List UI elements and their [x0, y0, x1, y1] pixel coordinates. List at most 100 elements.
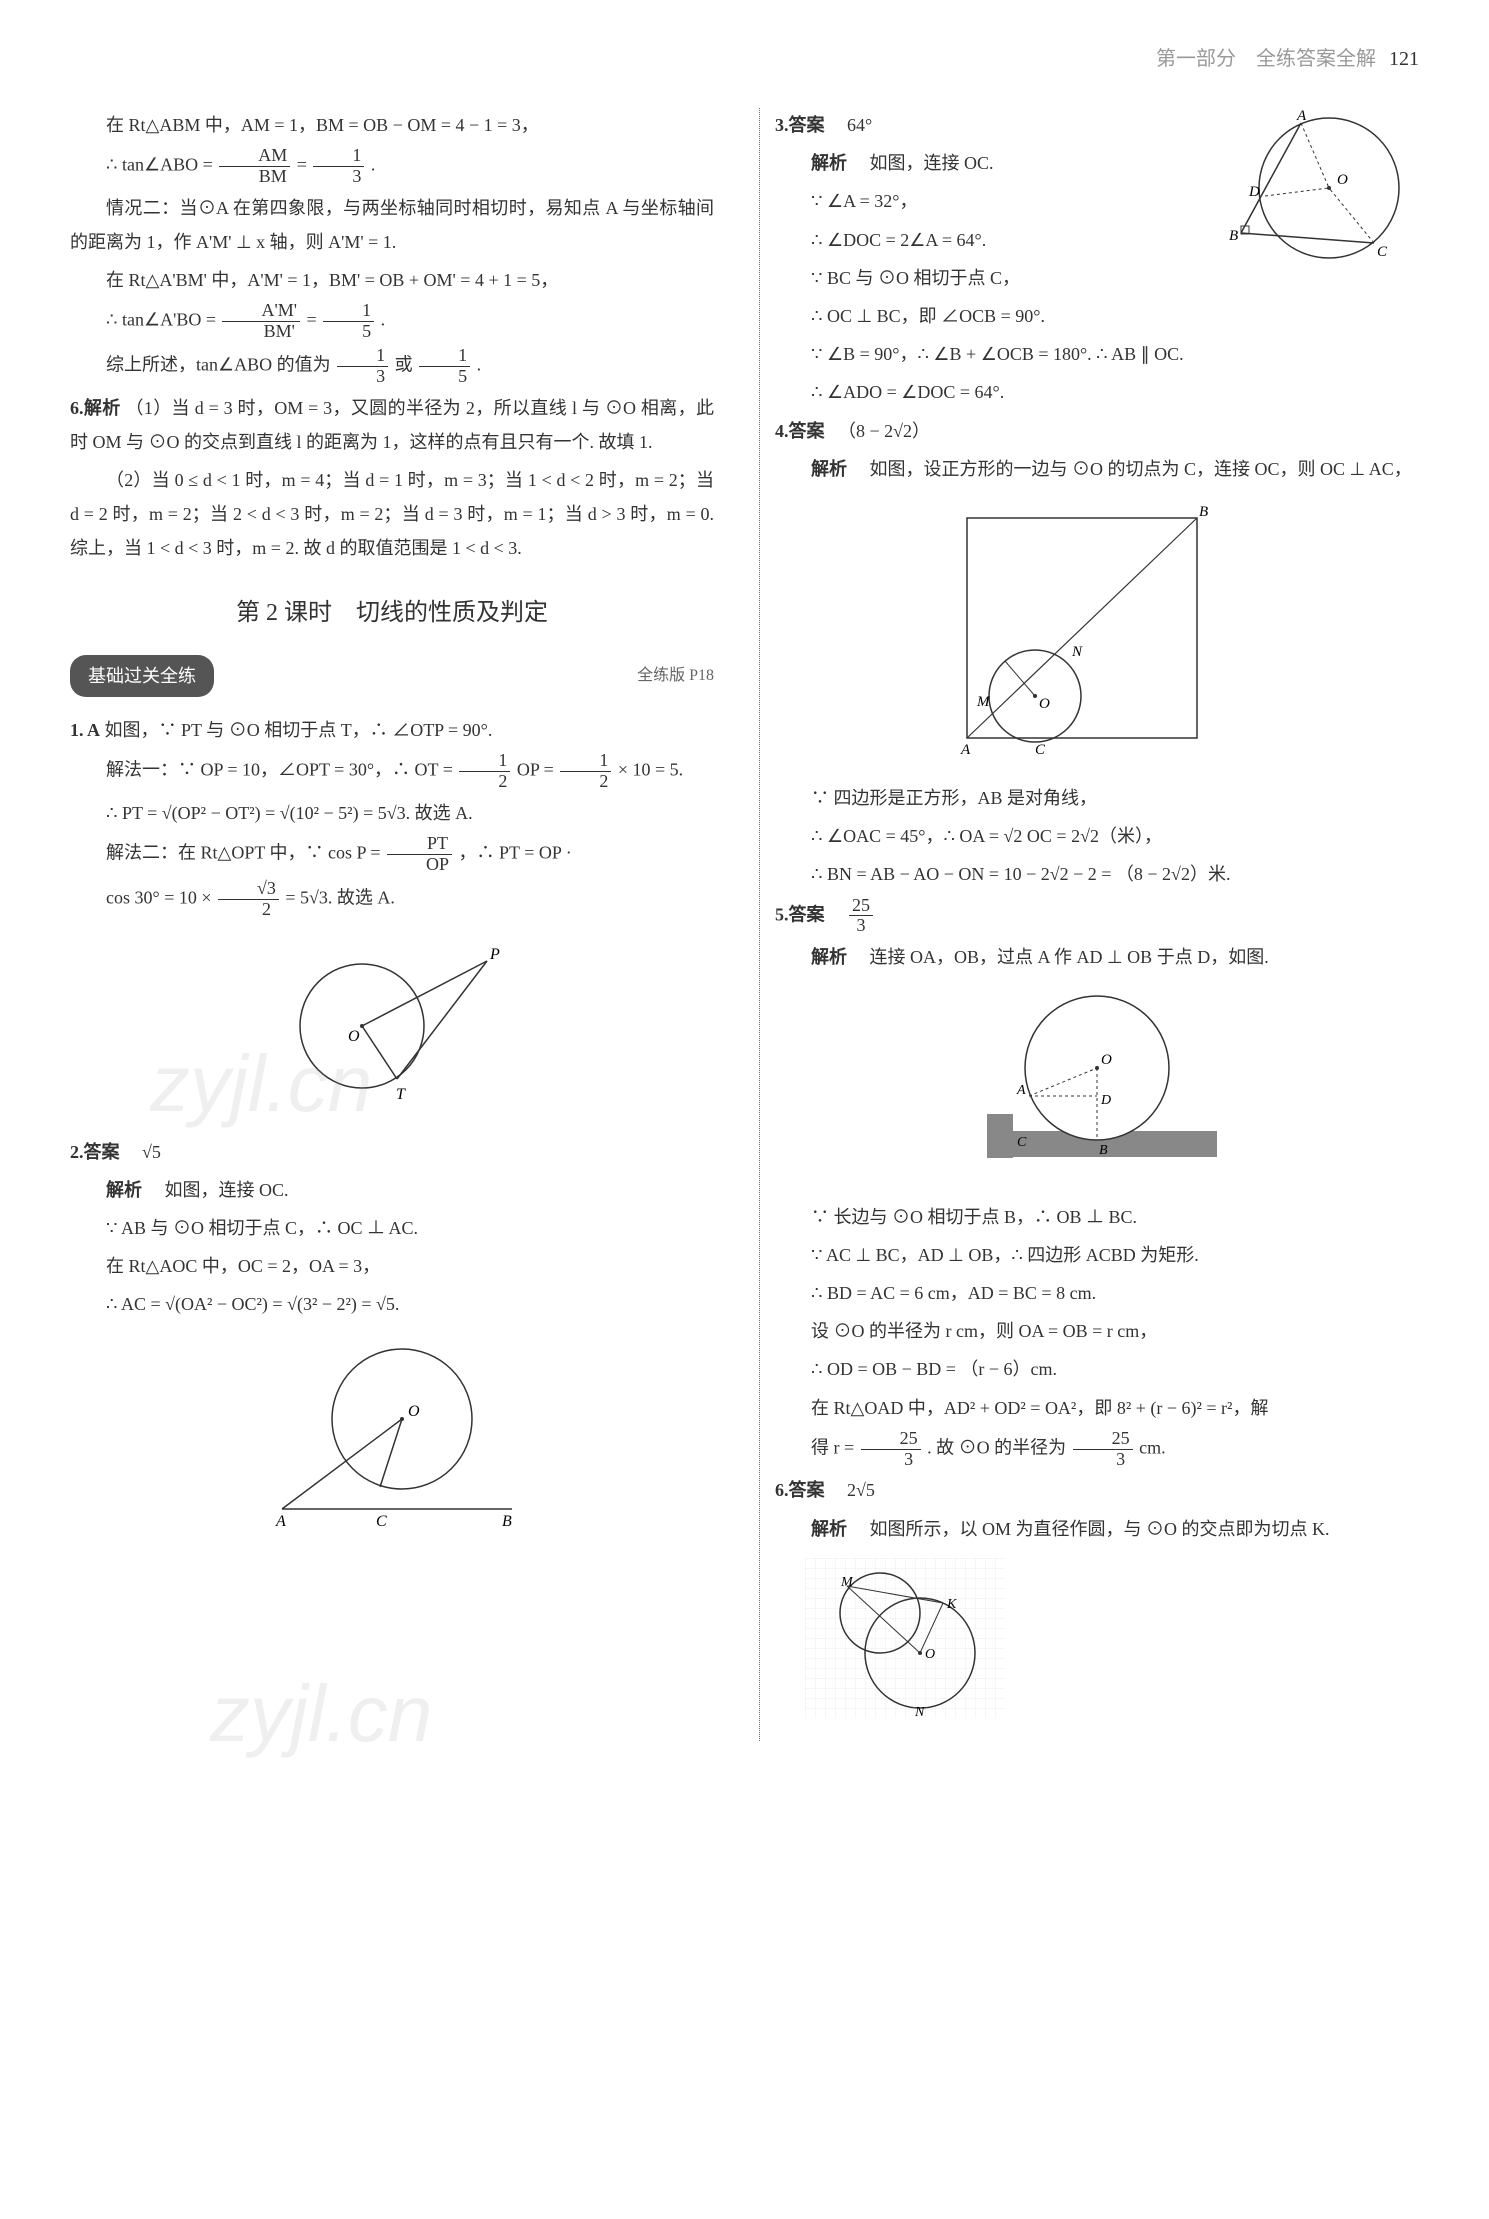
svg-text:P: P: [489, 946, 500, 963]
text-line: ∴ AC = √(OA² − OC²) = √(3² − 2²) = √5.: [70, 1287, 714, 1321]
svg-text:A: A: [275, 1513, 286, 1530]
content-columns: 在 Rt△ABM 中，AM = 1，BM = OB − OM = 4 − 1 =…: [70, 108, 1419, 1741]
svg-text:O: O: [348, 1028, 360, 1045]
page-ref: 全练版 P18: [637, 661, 714, 691]
text-line: 在 Rt△A'BM' 中，A'M' = 1，BM' = OB + OM' = 4…: [70, 263, 714, 297]
item-head: 1. A: [70, 720, 100, 740]
fraction: √3 2: [218, 879, 279, 920]
text-line: 得 r = 25 3 . 故 ⊙O 的半径为 25 3 cm.: [775, 1429, 1419, 1470]
text-line: ∴ OC ⊥ BC，即 ∠OCB = 90°.: [775, 299, 1419, 333]
item-head: 4.答案: [775, 421, 825, 441]
fraction: AM BM: [219, 146, 290, 187]
svg-text:M: M: [976, 694, 991, 710]
svg-text:D: D: [1100, 1093, 1111, 1108]
text-line: cos 30° = 10 × √3 2 = 5√3. 故选 A.: [70, 879, 714, 920]
text-line: 解析 连接 OA，OB，过点 A 作 AD ⊥ OB 于点 D，如图.: [775, 940, 1419, 974]
fraction: PT OP: [387, 834, 452, 875]
figure-circle-opt: O P T: [70, 931, 714, 1122]
text-line: ∵ ∠B = 90°，∴ ∠B + ∠OCB = 180°. ∴ AB ∥ OC…: [775, 337, 1419, 371]
svg-text:B: B: [1199, 504, 1208, 520]
svg-text:T: T: [396, 1086, 406, 1103]
figure-q6: O M K N: [775, 1558, 1419, 1729]
figure-circle-oc: O A C B: [70, 1334, 714, 1545]
svg-text:O: O: [1101, 1052, 1112, 1068]
svg-text:C: C: [376, 1513, 387, 1530]
watermark: zyjl.cn: [210, 1638, 432, 1790]
text-line: ∵ AB 与 ⊙O 相切于点 C，∴ OC ⊥ AC.: [70, 1211, 714, 1245]
text-line: ∵ 四边形是正方形，AB 是对角线，: [775, 781, 1419, 815]
left-column: 在 Rt△ABM 中，AM = 1，BM = OB − OM = 4 − 1 =…: [70, 108, 729, 1741]
item-6r: 6.答案 2√5: [775, 1473, 1419, 1507]
item-1: 1. A 如图，∵ PT 与 ⊙O 相切于点 T，∴ ∠OTP = 90°.: [70, 713, 714, 747]
text-line: 在 Rt△ABM 中，AM = 1，BM = OB − OM = 4 − 1 =…: [70, 108, 714, 142]
text-line: 在 Rt△AOC 中，OC = 2，OA = 3，: [70, 1249, 714, 1283]
text-line: ∵ 长边与 ⊙O 相切于点 B，∴ OB ⊥ BC.: [775, 1200, 1419, 1234]
text-line: 设 ⊙O 的半径为 r cm，则 OA = OB = r cm，: [775, 1314, 1419, 1348]
text-line: ∴ OD = OB − BD = （r − 6）cm.: [775, 1352, 1419, 1386]
svg-text:C: C: [1035, 742, 1046, 758]
fraction: 25 3: [861, 1429, 921, 1470]
svg-text:B: B: [1229, 228, 1238, 244]
svg-text:D: D: [1248, 184, 1260, 200]
svg-text:O: O: [1337, 172, 1348, 188]
fraction: 25 3: [1073, 1429, 1133, 1470]
item-head: 6.答案: [775, 1480, 825, 1500]
text-line: 情况二：当⊙A 在第四象限，与两坐标轴同时相切时，易知点 A 与坐标轴间的距离为…: [70, 191, 714, 259]
svg-text:A: A: [1296, 108, 1307, 124]
text-line: 解法二：在 Rt△OPT 中，∵ cos P = PT OP ，∴ PT = O…: [70, 834, 714, 875]
fraction: A'M' BM': [222, 301, 300, 342]
section-label: 第一部分 全练答案全解: [1156, 48, 1376, 70]
item-2: 2.答案 √5: [70, 1135, 714, 1169]
svg-text:C: C: [1377, 244, 1388, 260]
text-line: （2）当 0 ≤ d < 1 时，m = 4；当 d = 1 时，m = 3；当…: [70, 463, 714, 566]
svg-text:C: C: [1017, 1135, 1027, 1150]
text-line: ∴ tan∠ABO = AM BM = 1 3 .: [70, 146, 714, 187]
figure-q4: A B O M C N: [775, 498, 1419, 769]
badge-row: 基础过关全练 全练版 P18: [70, 655, 714, 697]
text-line: ∴ PT = √(OP² − OT²) = √(10² − 5²) = 5√3.…: [70, 796, 714, 830]
svg-text:A: A: [960, 742, 971, 758]
text-line: 解析 如图，设正方形的一边与 ⊙O 的切点为 C，连接 OC，则 OC ⊥ AC…: [775, 452, 1419, 486]
text-line: 在 Rt△OAD 中，AD² + OD² = OA²，即 8² + (r − 6…: [775, 1391, 1419, 1425]
svg-text:B: B: [1099, 1143, 1108, 1158]
page-number: 121: [1389, 48, 1419, 70]
text-line: ∴ BN = AB − AO − ON = 10 − 2√2 − 2 = （8 …: [775, 857, 1419, 891]
fraction: 1 5: [419, 346, 470, 387]
fraction: 1 5: [323, 301, 374, 342]
text-line: ∴ tan∠A'BO = A'M' BM' = 1 5 .: [70, 301, 714, 342]
svg-text:O: O: [408, 1403, 420, 1420]
text-line: ∵ AC ⊥ BC，AD ⊥ OB，∴ 四边形 ACBD 为矩形.: [775, 1238, 1419, 1272]
text-line: ∴ ∠OAC = 45°，∴ OA = √2 OC = 2√2（米），: [775, 819, 1419, 853]
right-column: O A D B C 3.答案 64° 解析 如图，连接 OC. ∵ ∠A = 3…: [759, 108, 1419, 1741]
item-6: 6.解析 （1）当 d = 3 时，OM = 3，又圆的半径为 2，所以直线 l…: [70, 391, 714, 459]
fraction: 1 3: [337, 346, 388, 387]
item-5: 5.答案 25 3: [775, 896, 1419, 937]
fraction: 1 2: [459, 751, 510, 792]
fraction: 1 3: [313, 146, 364, 187]
lesson-title: 第 2 课时 切线的性质及判定: [70, 591, 714, 637]
svg-text:A: A: [1016, 1083, 1026, 1098]
svg-text:B: B: [502, 1513, 512, 1530]
text-line: 综上所述，tan∠ABO 的值为 1 3 或 1 5 .: [70, 346, 714, 387]
text-line: 解法一：∵ OP = 10，∠OPT = 30°，∴ OT = 1 2 OP =…: [70, 751, 714, 792]
text-line: 解析 如图，连接 OC.: [70, 1173, 714, 1207]
svg-text:N: N: [1071, 644, 1083, 660]
figure-q3: O A D B C: [1219, 108, 1419, 289]
figure-q5: O A C B D: [775, 986, 1419, 1187]
item-4: 4.答案 （8 − 2√2）: [775, 414, 1419, 448]
page-header: 第一部分 全练答案全解 121: [70, 40, 1419, 78]
svg-text:O: O: [925, 1647, 935, 1662]
fraction: 1 2: [560, 751, 611, 792]
text-line: ∴ BD = AC = 6 cm，AD = BC = 8 cm.: [775, 1276, 1419, 1310]
item-head: 2.答案: [70, 1142, 120, 1162]
svg-text:N: N: [914, 1705, 925, 1718]
practice-badge: 基础过关全练: [70, 655, 214, 697]
svg-text:O: O: [1039, 696, 1050, 712]
fraction: 25 3: [849, 896, 873, 937]
text-line: 解析 如图所示，以 OM 为直径作圆，与 ⊙O 的交点即为切点 K.: [775, 1512, 1419, 1546]
text-line: ∴ ∠ADO = ∠DOC = 64°.: [775, 375, 1419, 409]
item-head: 5.答案: [775, 904, 825, 924]
item-head: 6.解析: [70, 398, 121, 418]
item-head: 3.答案: [775, 115, 825, 135]
svg-text:M: M: [840, 1575, 854, 1590]
